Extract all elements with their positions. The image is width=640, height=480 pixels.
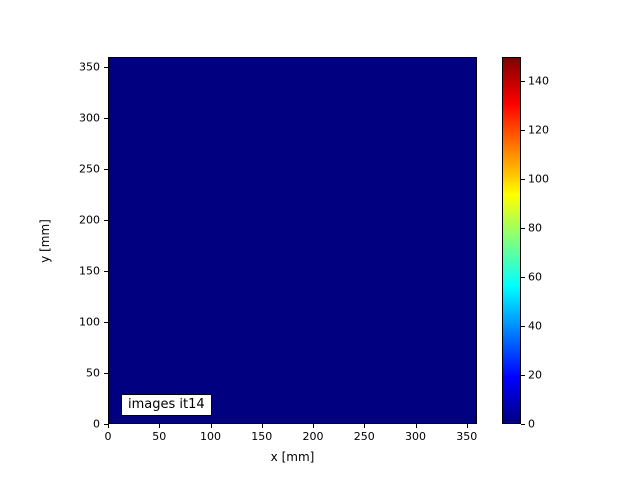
x-tick-mark (466, 424, 468, 428)
colorbar (502, 57, 521, 424)
x-tick-label: 50 (152, 430, 167, 443)
y-tick-label: 350 (79, 60, 100, 74)
y-tick-mark (104, 373, 108, 375)
x-tick-mark (415, 424, 417, 428)
x-tick-mark (261, 424, 263, 428)
y-tick-mark (104, 322, 108, 324)
colorbar-tick-mark (521, 375, 525, 377)
y-tick-mark (104, 118, 108, 120)
x-tick-label: 350 (456, 430, 478, 443)
x-tick-label: 0 (104, 430, 112, 443)
x-tick-label: 250 (353, 430, 375, 443)
colorbar-tick-label: 120 (528, 123, 549, 137)
colorbar-tick-mark (521, 326, 525, 328)
x-tick-label: 300 (405, 430, 426, 443)
x-tick-mark (313, 424, 314, 428)
colorbar-tick-mark (521, 130, 525, 132)
annotation-box: images it14 (121, 394, 212, 416)
heatmap-plot-area: images it14 (108, 57, 477, 424)
y-axis-label: y [mm] (38, 218, 52, 263)
y-tick-mark (104, 169, 108, 171)
y-tick-mark (104, 220, 108, 222)
colorbar-tick-label: 80 (528, 221, 542, 235)
colorbar-tick-label: 60 (528, 270, 542, 284)
colorbar-tick-mark (521, 179, 525, 181)
colorbar-tick-mark (521, 228, 525, 230)
annotation-text: images it14 (128, 397, 205, 412)
x-tick-label: 100 (200, 430, 221, 443)
x-tick-label: 150 (251, 430, 273, 443)
colorbar-tick-mark (521, 277, 525, 279)
y-tick-label: 100 (79, 315, 100, 329)
y-tick-mark (104, 67, 108, 69)
y-tick-label: 50 (86, 366, 100, 380)
x-axis-label: x [mm] (270, 450, 315, 464)
colorbar-tick-mark (521, 81, 525, 83)
y-tick-label: 200 (79, 213, 100, 227)
colorbar-tick-label: 140 (528, 74, 549, 88)
x-tick-mark (210, 424, 212, 428)
x-tick-mark (364, 424, 366, 428)
colorbar-tick-mark (521, 424, 525, 425)
y-tick-mark (104, 424, 108, 425)
x-tick-mark (159, 424, 161, 428)
x-tick-label: 200 (302, 430, 324, 443)
colorbar-tick-label: 100 (528, 172, 549, 186)
y-tick-label: 300 (79, 111, 100, 125)
y-tick-label: 150 (79, 264, 100, 278)
y-tick-label: 250 (79, 162, 100, 176)
y-tick-mark (104, 271, 108, 273)
colorbar-tick-label: 0 (528, 417, 535, 431)
colorbar-tick-label: 40 (528, 319, 542, 333)
y-tick-label: 0 (93, 417, 100, 431)
x-tick-mark (108, 424, 109, 428)
colorbar-tick-label: 20 (528, 368, 542, 382)
